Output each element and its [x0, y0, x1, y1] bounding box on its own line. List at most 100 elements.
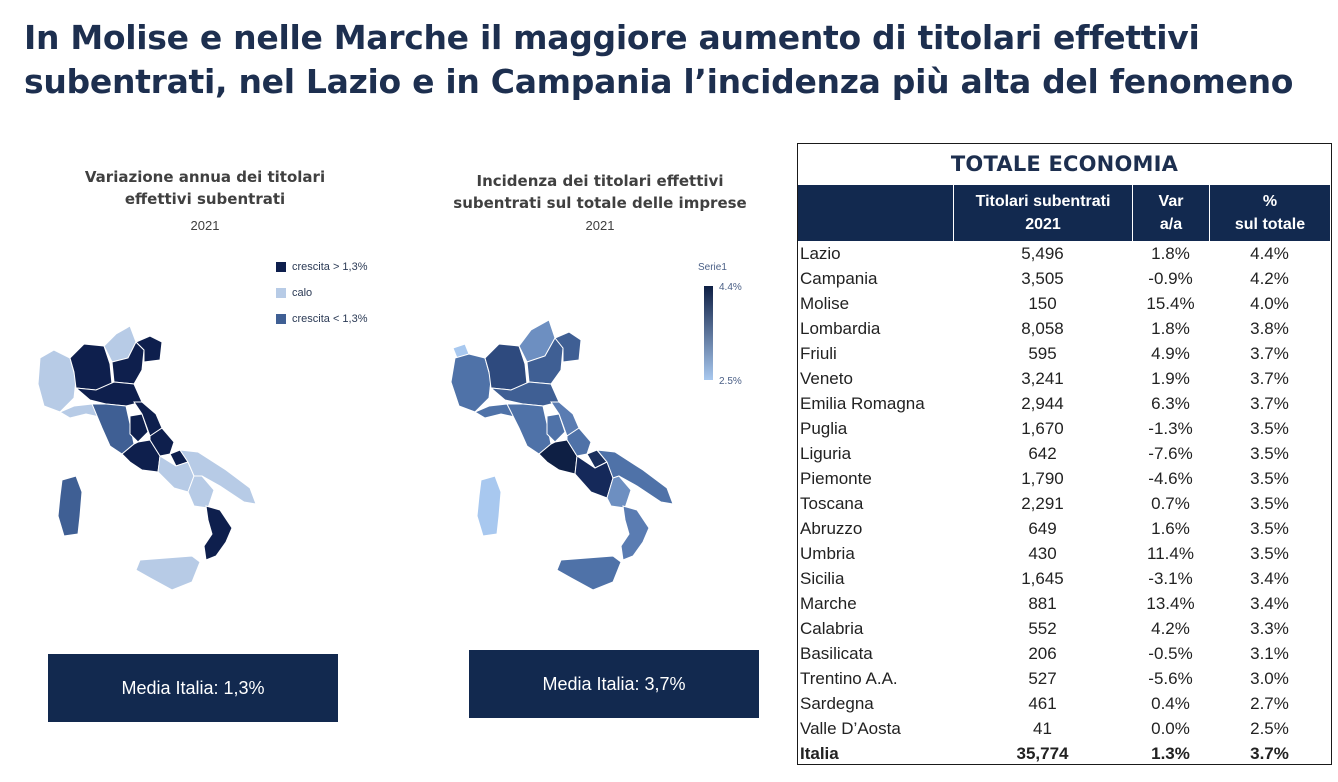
table-row: Friuli 595 4.9% 3.7%: [798, 341, 1330, 366]
pct-cell: 4.4%: [1250, 243, 1289, 263]
table-row: Emilia Romagna 2,944 6.3% 3.7%: [798, 391, 1330, 416]
var-cell: -5.6%: [1148, 668, 1193, 688]
page-title: In Molise e nelle Marche il maggiore aum…: [24, 16, 1304, 104]
region-cell: Trentino A.A.: [800, 668, 898, 688]
table-row: Puglia 1,670 -1.3% 3.5%: [798, 416, 1330, 441]
pct-cell: 3.5%: [1250, 468, 1289, 488]
header-pct-line1: %: [1262, 193, 1278, 210]
pct-cell: 4.0%: [1250, 293, 1289, 313]
table-row: Marche 881 13.4% 3.4%: [798, 591, 1330, 616]
value-cell: 3,241: [1021, 368, 1064, 388]
region-cell: Lombardia: [800, 318, 881, 338]
region-cell: Liguria: [800, 443, 852, 463]
map2-title: Incidenza dei titolari effettivi subentr…: [430, 170, 770, 214]
region-puglia: [595, 449, 674, 505]
header-region: [798, 185, 953, 241]
region-cell: Emilia Romagna: [800, 393, 925, 413]
map1-title-line2: effettivi subentrati: [124, 190, 286, 208]
region-friuli: [554, 331, 582, 363]
region-lombardia: [484, 343, 528, 391]
value-cell: 430: [1028, 543, 1057, 563]
pct-cell: 3.3%: [1250, 618, 1289, 638]
region-sicilia: [556, 555, 622, 591]
var-cell: 0.0%: [1151, 718, 1190, 738]
table-total-row: Italia 35,774 1.3% 3.7%: [798, 741, 1330, 766]
legend-item-calo: calo: [276, 286, 368, 299]
color-scale-bar: [704, 286, 713, 380]
map2-media-label: Media Italia: 3,7%: [542, 673, 686, 694]
value-cell: 2,291: [1021, 493, 1064, 513]
var-cell: 6.3%: [1151, 393, 1190, 413]
region-puglia: [178, 449, 257, 505]
pct-cell: 3.5%: [1250, 543, 1289, 563]
pct-cell: 3.0%: [1250, 668, 1289, 688]
var-cell: -7.6%: [1148, 443, 1193, 463]
map1-italy: [37, 325, 257, 591]
region-lombardia: [69, 343, 113, 391]
table-row: Toscana 2,291 0.7% 3.5%: [798, 491, 1330, 516]
region-cell: Calabria: [800, 618, 864, 638]
region-cell: Sicilia: [800, 568, 845, 588]
var-cell: -4.6%: [1148, 468, 1193, 488]
var-cell: -3.1%: [1148, 568, 1193, 588]
scale-min-label: 2.5%: [719, 376, 742, 387]
map1-year: 2021: [190, 218, 220, 233]
pct-cell: 3.7%: [1250, 393, 1289, 413]
var-cell: 1.6%: [1151, 518, 1190, 538]
var-cell: 13.4%: [1146, 593, 1195, 613]
value-cell: 595: [1028, 343, 1057, 363]
region-umbria: [546, 413, 566, 443]
region-sardegna: [476, 475, 502, 537]
pct-cell: 3.5%: [1250, 493, 1289, 513]
legend-swatch: [276, 313, 286, 324]
region-cell: Sardegna: [800, 693, 874, 713]
table-row: Umbria 430 11.4% 3.5%: [798, 541, 1330, 566]
table-row: Abruzzo 649 1.6% 3.5%: [798, 516, 1330, 541]
var-cell: 4.2%: [1151, 618, 1190, 638]
value-cell: 1,645: [1021, 568, 1064, 588]
table-row: Sardegna 461 0.4% 2.7%: [798, 691, 1330, 716]
header-var: Var a/a: [1132, 185, 1209, 241]
table-row: Piemonte 1,790 -4.6% 3.5%: [798, 466, 1330, 491]
table-row: Veneto 3,241 1.9% 3.7%: [798, 366, 1330, 391]
var-cell: -0.9%: [1148, 268, 1193, 288]
region-sardegna: [57, 475, 83, 537]
map2-title-line1: Incidenza dei titolari effettivi: [476, 172, 724, 190]
page-title-line1: In Molise e nelle Marche il maggiore aum…: [24, 18, 1200, 57]
pct-cell: 3.7%: [1250, 368, 1289, 388]
var-cell: 1.8%: [1151, 243, 1190, 263]
region-friuli: [135, 335, 163, 363]
region-cell: Puglia: [800, 418, 848, 438]
table-row: Trentino A.A. 527 -5.6% 3.0%: [798, 666, 1330, 691]
value-cell: 552: [1028, 618, 1057, 638]
legend-label: calo: [292, 286, 313, 299]
pct-cell: 3.5%: [1250, 443, 1289, 463]
value-cell: 41: [1033, 718, 1052, 738]
table-row: Sicilia 1,645 -3.1% 3.4%: [798, 566, 1330, 591]
table-row: Lombardia 8,058 1.8% 3.8%: [798, 316, 1330, 341]
value-cell: 8,058: [1021, 318, 1064, 338]
pct-cell: 4.2%: [1250, 268, 1289, 288]
map2-media-box: Media Italia: 3,7%: [469, 650, 759, 718]
table-title: TOTALE ECONOMIA: [950, 152, 1179, 176]
pct-cell: 3.5%: [1250, 418, 1289, 438]
value-cell: 461: [1028, 693, 1057, 713]
map2-italy: [450, 319, 674, 591]
value-cell: 881: [1028, 593, 1057, 613]
region-cell: Abruzzo: [800, 518, 863, 538]
legend-label: crescita < 1,3%: [292, 312, 368, 325]
region-cell: Umbria: [800, 543, 855, 563]
map1-title-line1: Variazione annua dei titolari: [84, 168, 326, 186]
header-titolari-line2: 2021: [1025, 216, 1061, 233]
var-cell: 1.3%: [1151, 743, 1190, 763]
region-cell: Lazio: [800, 243, 841, 263]
legend-item-crescita-alta: crescita > 1,3%: [276, 260, 368, 273]
legend-label: crescita > 1,3%: [292, 260, 368, 273]
pct-cell: 3.7%: [1250, 343, 1289, 363]
region-cell: Campania: [800, 268, 878, 288]
var-cell: 0.4%: [1151, 693, 1190, 713]
value-cell: 5,496: [1021, 243, 1064, 263]
pct-cell: 3.4%: [1250, 568, 1289, 588]
var-cell: -1.3%: [1148, 418, 1193, 438]
legend-swatch: [276, 261, 286, 272]
